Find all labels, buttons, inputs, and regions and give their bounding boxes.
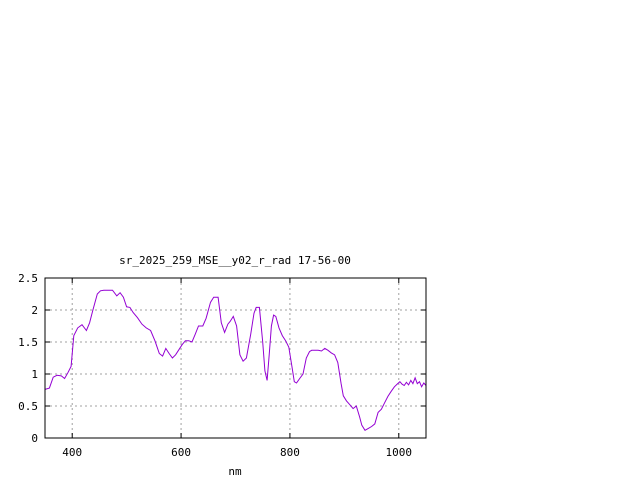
y-tick-labels: 0 0.5 1 1.5 2 2.5	[18, 272, 38, 445]
y-tick-label: 2.5	[18, 272, 38, 285]
series-layer	[44, 289, 427, 431]
x-tick-labels: 400 600 800 1000	[62, 446, 412, 459]
y-tick-label: 2	[31, 304, 38, 317]
y-tick-label: 0.5	[18, 400, 38, 413]
x-tick-label: 600	[171, 446, 191, 459]
x-tick-label: 800	[280, 446, 300, 459]
x-tick-label: 1000	[386, 446, 413, 459]
axis-ticks	[45, 277, 426, 439]
series-line	[44, 289, 427, 431]
y-tick-label: 1.5	[18, 336, 38, 349]
grid-lines	[45, 278, 426, 438]
x-tick-label: 400	[62, 446, 82, 459]
x-axis-label: nm	[228, 465, 242, 478]
plot-frame	[44, 277, 427, 439]
chart-title: sr_2025_259_MSE__y02_r_rad 17-56-00	[119, 254, 351, 267]
y-tick-label: 0	[31, 432, 38, 445]
y-tick-label: 1	[31, 368, 38, 381]
